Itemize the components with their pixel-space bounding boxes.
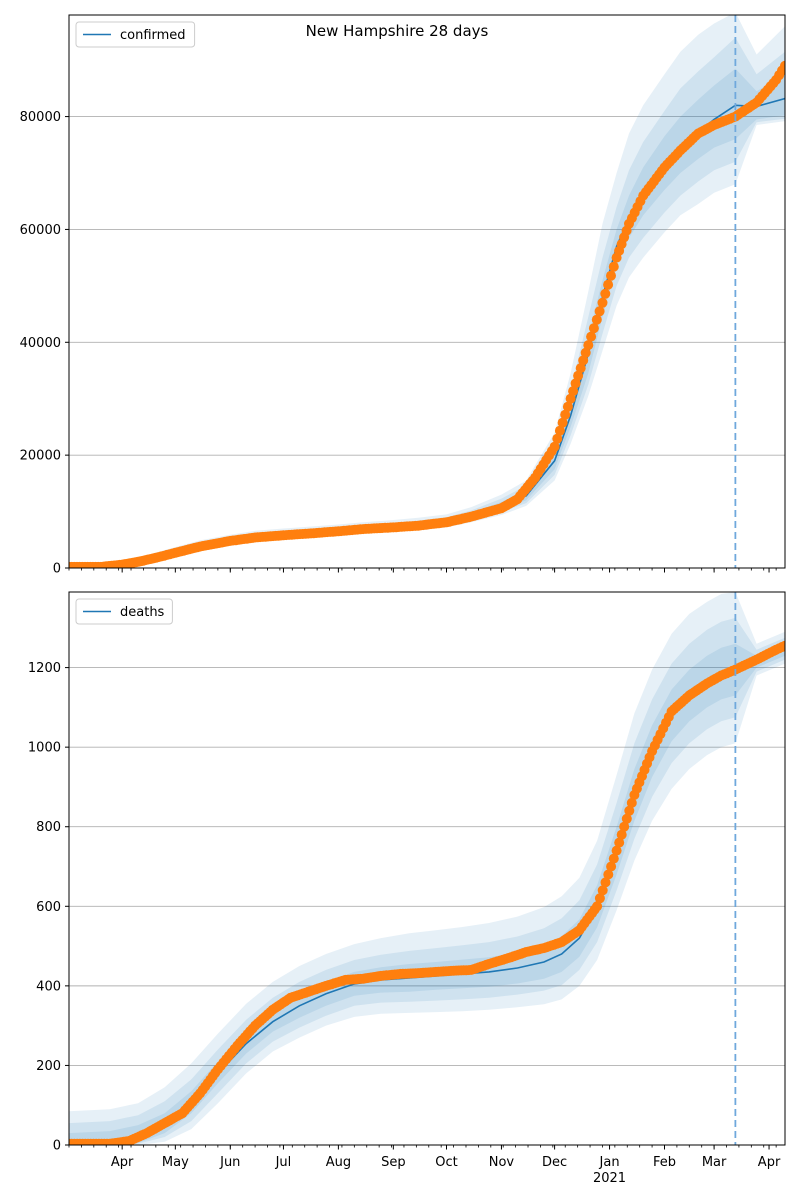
x-tick-label: Sep	[381, 1155, 406, 1170]
confirmed-chart-panel: 0 20000 40000 60000 80000 confirmed	[20, 14, 786, 577]
observed-point	[624, 805, 635, 816]
observed-point	[580, 347, 591, 358]
observed-point	[614, 837, 625, 848]
figure-title: New Hampshire 28 days	[306, 22, 489, 40]
legend-label: deaths	[120, 605, 165, 620]
observed-point	[626, 797, 637, 808]
observed-point	[780, 640, 785, 651]
y-tick-label: 0	[53, 562, 61, 577]
observed-point	[568, 386, 579, 397]
y-tick-label: 800	[36, 820, 61, 835]
x-tick-label: Apr	[758, 1155, 781, 1170]
legend: confirmed	[75, 21, 196, 48]
legend-box	[75, 21, 196, 48]
observed-point	[565, 393, 576, 404]
x-year-label: 2021	[593, 1171, 626, 1186]
observed-points	[69, 60, 785, 568]
observed-point	[583, 340, 594, 351]
y-tick-label: 200	[36, 1059, 61, 1074]
observed-point	[560, 409, 571, 420]
x-tick-label: Jul	[275, 1155, 292, 1170]
observed-point	[597, 885, 608, 896]
x-tick-label: Oct	[435, 1155, 457, 1170]
axes-frame	[68, 14, 786, 569]
x-tick-label: Dec	[542, 1155, 567, 1170]
observed-point	[570, 378, 581, 389]
axes-frame	[68, 591, 786, 1146]
observed-point	[588, 323, 599, 334]
observed-point	[554, 425, 565, 436]
y-tick-label: 20000	[20, 449, 61, 464]
observed-point	[619, 821, 630, 832]
legend: deaths	[75, 598, 173, 625]
y-tick-label: 0	[53, 1139, 61, 1154]
uncertainty-band-middle	[69, 617, 785, 1145]
observed-point	[594, 893, 605, 904]
observed-point	[606, 861, 617, 872]
y-tick-label: 400	[36, 979, 61, 994]
y-tick-label: 80000	[20, 110, 61, 125]
uncertainty-band-inner	[69, 68, 785, 568]
x-tick-label: Aug	[326, 1155, 351, 1170]
observed-point	[611, 845, 622, 856]
uncertainty-band-middle	[69, 37, 785, 568]
observed-point	[603, 869, 614, 880]
observed-point	[608, 853, 619, 864]
x-tick-label: Jan	[599, 1155, 620, 1170]
legend-box	[75, 598, 173, 625]
observed-point	[597, 297, 608, 308]
observed-point	[608, 261, 619, 272]
observed-point	[549, 441, 560, 452]
x-tick-label: Apr	[111, 1155, 134, 1170]
observed-point	[621, 813, 632, 824]
y-tick-label: 60000	[20, 223, 61, 238]
uncertainty-band-outer	[69, 592, 785, 1145]
x-tick-label: Mar	[702, 1155, 727, 1170]
observed-point	[591, 314, 602, 325]
observed-point	[594, 306, 605, 317]
x-tick-label: Nov	[489, 1155, 515, 1170]
observed-point	[606, 270, 616, 281]
observed-point	[557, 417, 568, 428]
observed-point	[552, 433, 563, 444]
y-tick-label: 1000	[28, 741, 61, 756]
observed-point	[780, 60, 785, 71]
observed-point	[586, 331, 597, 342]
uncertainty-band-inner	[69, 643, 785, 1145]
observed-point	[562, 401, 573, 412]
observed-point	[600, 288, 611, 299]
observed-point	[573, 370, 584, 381]
y-tick-label: 600	[36, 900, 61, 915]
y-tick-label: 40000	[20, 336, 61, 351]
x-tick-label: Jun	[219, 1155, 240, 1170]
deaths-chart-panel: 0 200 400 600 800 1000 1200 deaths Apr May Jun Jul A…	[28, 591, 786, 1186]
observed-point	[575, 363, 586, 374]
y-tick-label: 1200	[28, 661, 61, 676]
observed-point	[592, 901, 603, 912]
x-tick-label: May	[162, 1155, 189, 1170]
uncertainty-band-outer	[69, 15, 785, 568]
plot-area	[69, 15, 785, 568]
observed-point	[603, 279, 614, 290]
observed-point	[578, 355, 589, 366]
observed-point	[616, 829, 627, 840]
observed-point	[600, 877, 611, 888]
x-tick-label: Feb	[653, 1155, 676, 1170]
legend-label: confirmed	[120, 28, 186, 43]
